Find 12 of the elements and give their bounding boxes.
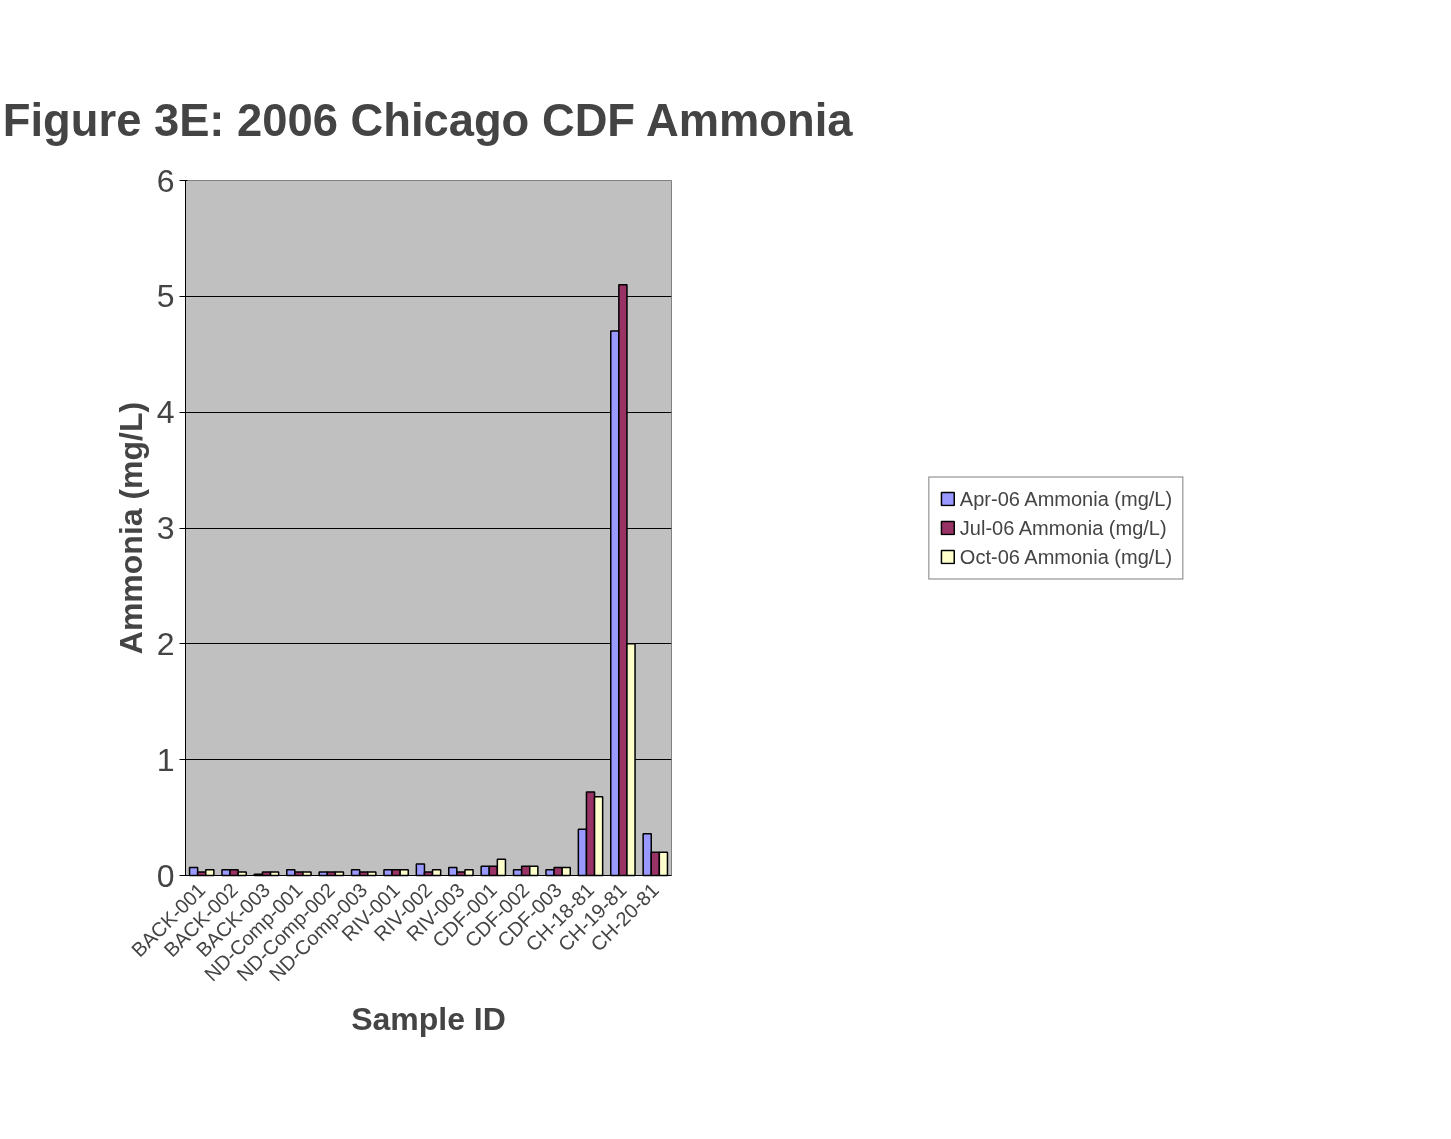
y-axis-title: Ammonia (mg/L): [112, 401, 149, 655]
legend-label: Jul-06 Ammonia (mg/L): [959, 516, 1167, 539]
legend-label: Oct-06 Ammonia (mg/L): [959, 545, 1173, 568]
x-axis-title: Sample ID: [351, 1001, 506, 1038]
y-tick-label: 4: [156, 394, 175, 431]
y-tick-label: 5: [156, 278, 175, 315]
y-tick-label: 6: [156, 162, 175, 199]
y-tick-label: 1: [156, 741, 175, 778]
y-tick-label: 2: [156, 625, 175, 662]
chart-title: Figure 3E: 2006 Chicago CDF Ammonia: [2, 94, 854, 146]
y-tick-label: 3: [156, 510, 175, 546]
legend-label: Apr-06 Ammonia (mg/L): [959, 487, 1173, 510]
